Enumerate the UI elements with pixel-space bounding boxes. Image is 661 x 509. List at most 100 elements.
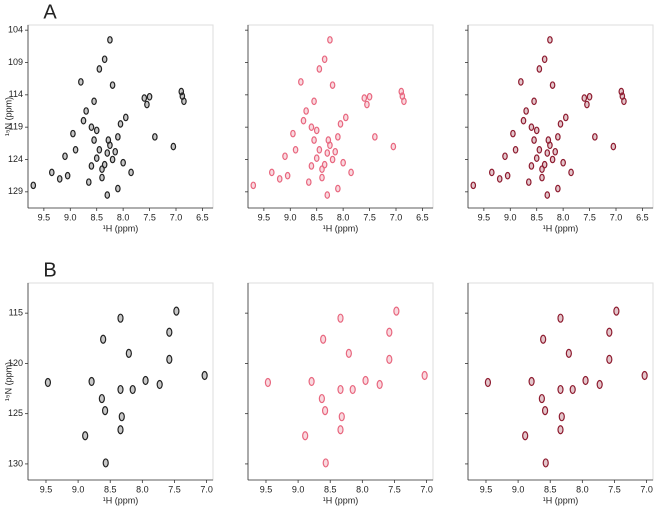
peak [320,334,327,344]
peak [56,175,63,183]
peak [613,306,620,316]
peak [64,171,71,180]
x-tick-label: 7.5 [388,484,401,494]
peak [104,149,111,157]
x-tick-label: 9.0 [72,484,85,494]
peak [557,120,564,128]
x-tick-label: 9.0 [512,484,525,494]
peak [342,113,349,122]
peak [284,171,291,180]
x-tick-label: 9.5 [480,484,493,494]
x-tick-label: 8.0 [337,212,350,222]
peak [142,375,149,386]
peak [390,142,397,151]
x-tick-label: 9.0 [504,212,517,222]
x-tick-label: 7.0 [640,484,653,494]
panel-label: B [43,259,56,281]
peak [62,152,68,161]
peak [610,142,617,151]
peak [641,370,648,381]
y-tick-label: 114 [9,89,23,99]
peak [539,165,545,174]
peak [109,81,116,89]
peak [128,168,134,177]
y-tick-label: 104 [8,25,23,35]
peak [544,191,551,199]
peak [364,100,370,109]
peak [528,376,535,387]
peak [122,113,129,122]
peak [311,136,317,144]
peak [596,379,603,390]
peak [125,348,132,358]
peak [313,126,320,135]
x-tick-label: 9.0 [292,484,305,494]
peak [85,178,92,186]
peak [536,65,543,73]
peak [421,370,428,381]
peak [523,107,529,115]
plot-frame [27,282,214,481]
panel-label: A [43,1,57,23]
peak [555,133,561,141]
peak [555,184,561,193]
peak [318,393,325,404]
peak [557,425,564,435]
x-tick-label: 7.0 [420,484,433,494]
peak [504,171,511,180]
peak [512,146,519,154]
plot-frame [467,24,654,209]
y-tick-label: 109 [8,57,23,67]
y-axis-label: ¹⁵N (ppm) [3,97,13,136]
peak [557,384,564,395]
peak [91,136,97,144]
peak [581,94,588,102]
peak [533,154,540,163]
peak [372,133,378,141]
peak [319,165,325,174]
peak [115,133,121,141]
y-tick-label: 129 [8,186,23,196]
peak [30,181,37,190]
peak [102,458,109,468]
peak [560,158,566,167]
x-tick-label: 9.5 [260,484,273,494]
peak [99,173,105,182]
peak [399,92,406,100]
peak [141,94,148,102]
peak [308,376,315,387]
peak [376,379,383,390]
plot-frame [247,282,434,481]
peak [109,155,116,164]
x-tick-label: 9.0 [64,212,77,222]
peak [166,327,173,337]
peak [329,155,336,164]
peak [541,406,549,416]
peak [496,175,503,183]
peak [606,354,613,364]
peak [170,142,177,151]
peak [557,313,564,323]
peak [619,92,626,100]
peak [520,116,527,125]
peak [362,375,369,386]
x-tick-label: 8.5 [544,484,557,494]
peak [337,384,344,395]
peak [72,146,79,154]
x-tick-label: 9.5 [38,212,51,222]
peak [335,133,341,141]
peak [393,306,400,316]
peak [298,78,304,86]
peak [268,168,275,177]
peak [129,384,136,395]
x-tick-label: 7.0 [610,212,623,222]
peak [322,458,329,468]
peak [313,154,320,163]
x-tick-label: 8.5 [104,484,117,494]
peak [324,191,331,199]
x-tick-label: 7.0 [200,484,213,494]
x-tick-label: 8.0 [356,484,369,494]
peak [538,393,545,404]
x-tick-label: 7.5 [363,212,376,222]
peak [118,412,125,422]
